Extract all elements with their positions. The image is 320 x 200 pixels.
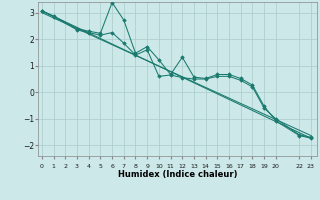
X-axis label: Humidex (Indice chaleur): Humidex (Indice chaleur) (118, 170, 237, 179)
